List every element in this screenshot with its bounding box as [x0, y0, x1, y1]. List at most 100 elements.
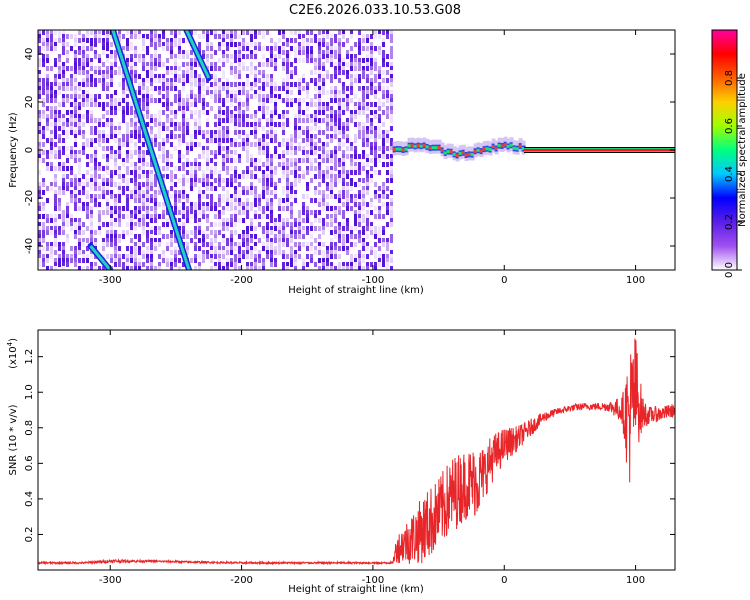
heatmap-cell	[158, 242, 161, 247]
carrier-core	[479, 149, 484, 153]
heatmap-cell	[230, 238, 233, 243]
heatmap-cell	[186, 50, 189, 55]
heatmap-cell	[386, 62, 389, 67]
heatmap-cell	[38, 110, 41, 115]
heatmap-cell	[202, 178, 205, 183]
heatmap-cell	[226, 222, 229, 227]
heatmap-cell	[330, 174, 333, 179]
heatmap-cell	[314, 174, 317, 179]
heatmap-cell	[142, 198, 145, 203]
heatmap-cell	[342, 126, 345, 131]
heatmap-cell	[58, 74, 61, 79]
heatmap-cell	[198, 178, 201, 183]
heatmap-cell	[198, 246, 201, 251]
heatmap-cell	[266, 106, 269, 111]
heatmap-cell	[270, 258, 273, 263]
heatmap-cell	[146, 110, 149, 115]
heatmap-cell	[222, 222, 225, 227]
heatmap-cell	[254, 174, 257, 179]
heatmap-cell	[62, 122, 65, 127]
heatmap-cell	[190, 50, 193, 55]
heatmap-cell	[382, 138, 385, 143]
heatmap-cell	[246, 166, 249, 171]
heatmap-cell	[90, 222, 93, 227]
heatmap-cell	[78, 86, 81, 91]
heatmap-cell	[158, 134, 161, 139]
heatmap-cell	[198, 34, 201, 39]
heatmap-cell	[210, 202, 213, 207]
heatmap-cell	[106, 162, 109, 167]
heatmap-cell	[162, 102, 165, 107]
heatmap-cell	[238, 110, 241, 115]
heatmap-cell	[154, 214, 157, 219]
heatmap-cell	[118, 206, 121, 211]
heatmap-cell	[226, 86, 229, 91]
heatmap-cell	[142, 106, 145, 111]
heatmap-cell	[146, 74, 149, 79]
heatmap-cell	[54, 222, 57, 227]
heatmap-cell	[274, 258, 277, 263]
heatmap-cell	[206, 214, 209, 219]
heatmap-cell	[218, 174, 221, 179]
heatmap-cell	[174, 66, 177, 71]
heatmap-cell	[166, 210, 169, 215]
heatmap-cell	[150, 134, 153, 139]
heatmap-cell	[250, 170, 253, 175]
heatmap-cell	[238, 34, 241, 39]
heatmap-cell	[170, 118, 173, 123]
heatmap-cell	[222, 162, 225, 167]
heatmap-cell	[338, 50, 341, 55]
heatmap-cell	[50, 46, 53, 51]
heatmap-cell	[62, 254, 65, 259]
heatmap-cell	[338, 42, 341, 47]
heatmap-cell	[258, 158, 261, 163]
heatmap-cell	[70, 258, 73, 263]
heatmap-cell	[338, 66, 341, 71]
heatmap-cell	[338, 234, 341, 239]
heatmap-cell	[238, 86, 241, 91]
heatmap-cell	[90, 126, 93, 131]
heatmap-cell	[374, 150, 377, 155]
heatmap-cell	[162, 62, 165, 67]
heatmap-cell	[234, 178, 237, 183]
heatmap-cell	[202, 134, 205, 139]
heatmap-cell	[74, 190, 77, 195]
heatmap-cell	[78, 266, 81, 270]
heatmap-cell	[86, 138, 89, 143]
heatmap-cell	[302, 46, 305, 51]
heatmap-cell	[390, 114, 393, 119]
heatmap-cell	[286, 38, 289, 43]
heatmap-cell	[170, 238, 173, 243]
heatmap-cell	[198, 46, 201, 51]
heatmap-cell	[90, 266, 93, 270]
heatmap-cell	[218, 214, 221, 219]
heatmap-cell	[246, 214, 249, 219]
heatmap-cell	[382, 122, 385, 127]
heatmap-cell	[182, 74, 185, 79]
heatmap-cell	[102, 166, 105, 171]
heatmap-cell	[166, 158, 169, 163]
heatmap-cell	[262, 74, 265, 79]
heatmap-cell	[146, 34, 149, 39]
heatmap-cell	[346, 98, 349, 103]
heatmap-cell	[254, 50, 257, 55]
heatmap-cell	[114, 202, 117, 207]
heatmap-cell	[278, 202, 281, 207]
heatmap-cell	[326, 262, 329, 267]
heatmap-cell	[238, 254, 241, 259]
heatmap-cell	[182, 206, 185, 211]
heatmap-cell	[174, 250, 177, 255]
heatmap-cell	[50, 42, 53, 47]
heatmap-cell	[106, 70, 109, 75]
heatmap-cell	[286, 74, 289, 79]
heatmap-cell	[238, 246, 241, 251]
heatmap-cell	[366, 158, 369, 163]
heatmap-cell	[242, 254, 245, 259]
heatmap-cell	[46, 214, 49, 219]
heatmap-cell	[102, 134, 105, 139]
heatmap-cell	[350, 54, 353, 59]
heatmap-cell	[126, 182, 129, 187]
heatmap-cell	[162, 158, 165, 163]
heatmap-cell	[210, 138, 213, 143]
heatmap-cell	[114, 138, 117, 143]
